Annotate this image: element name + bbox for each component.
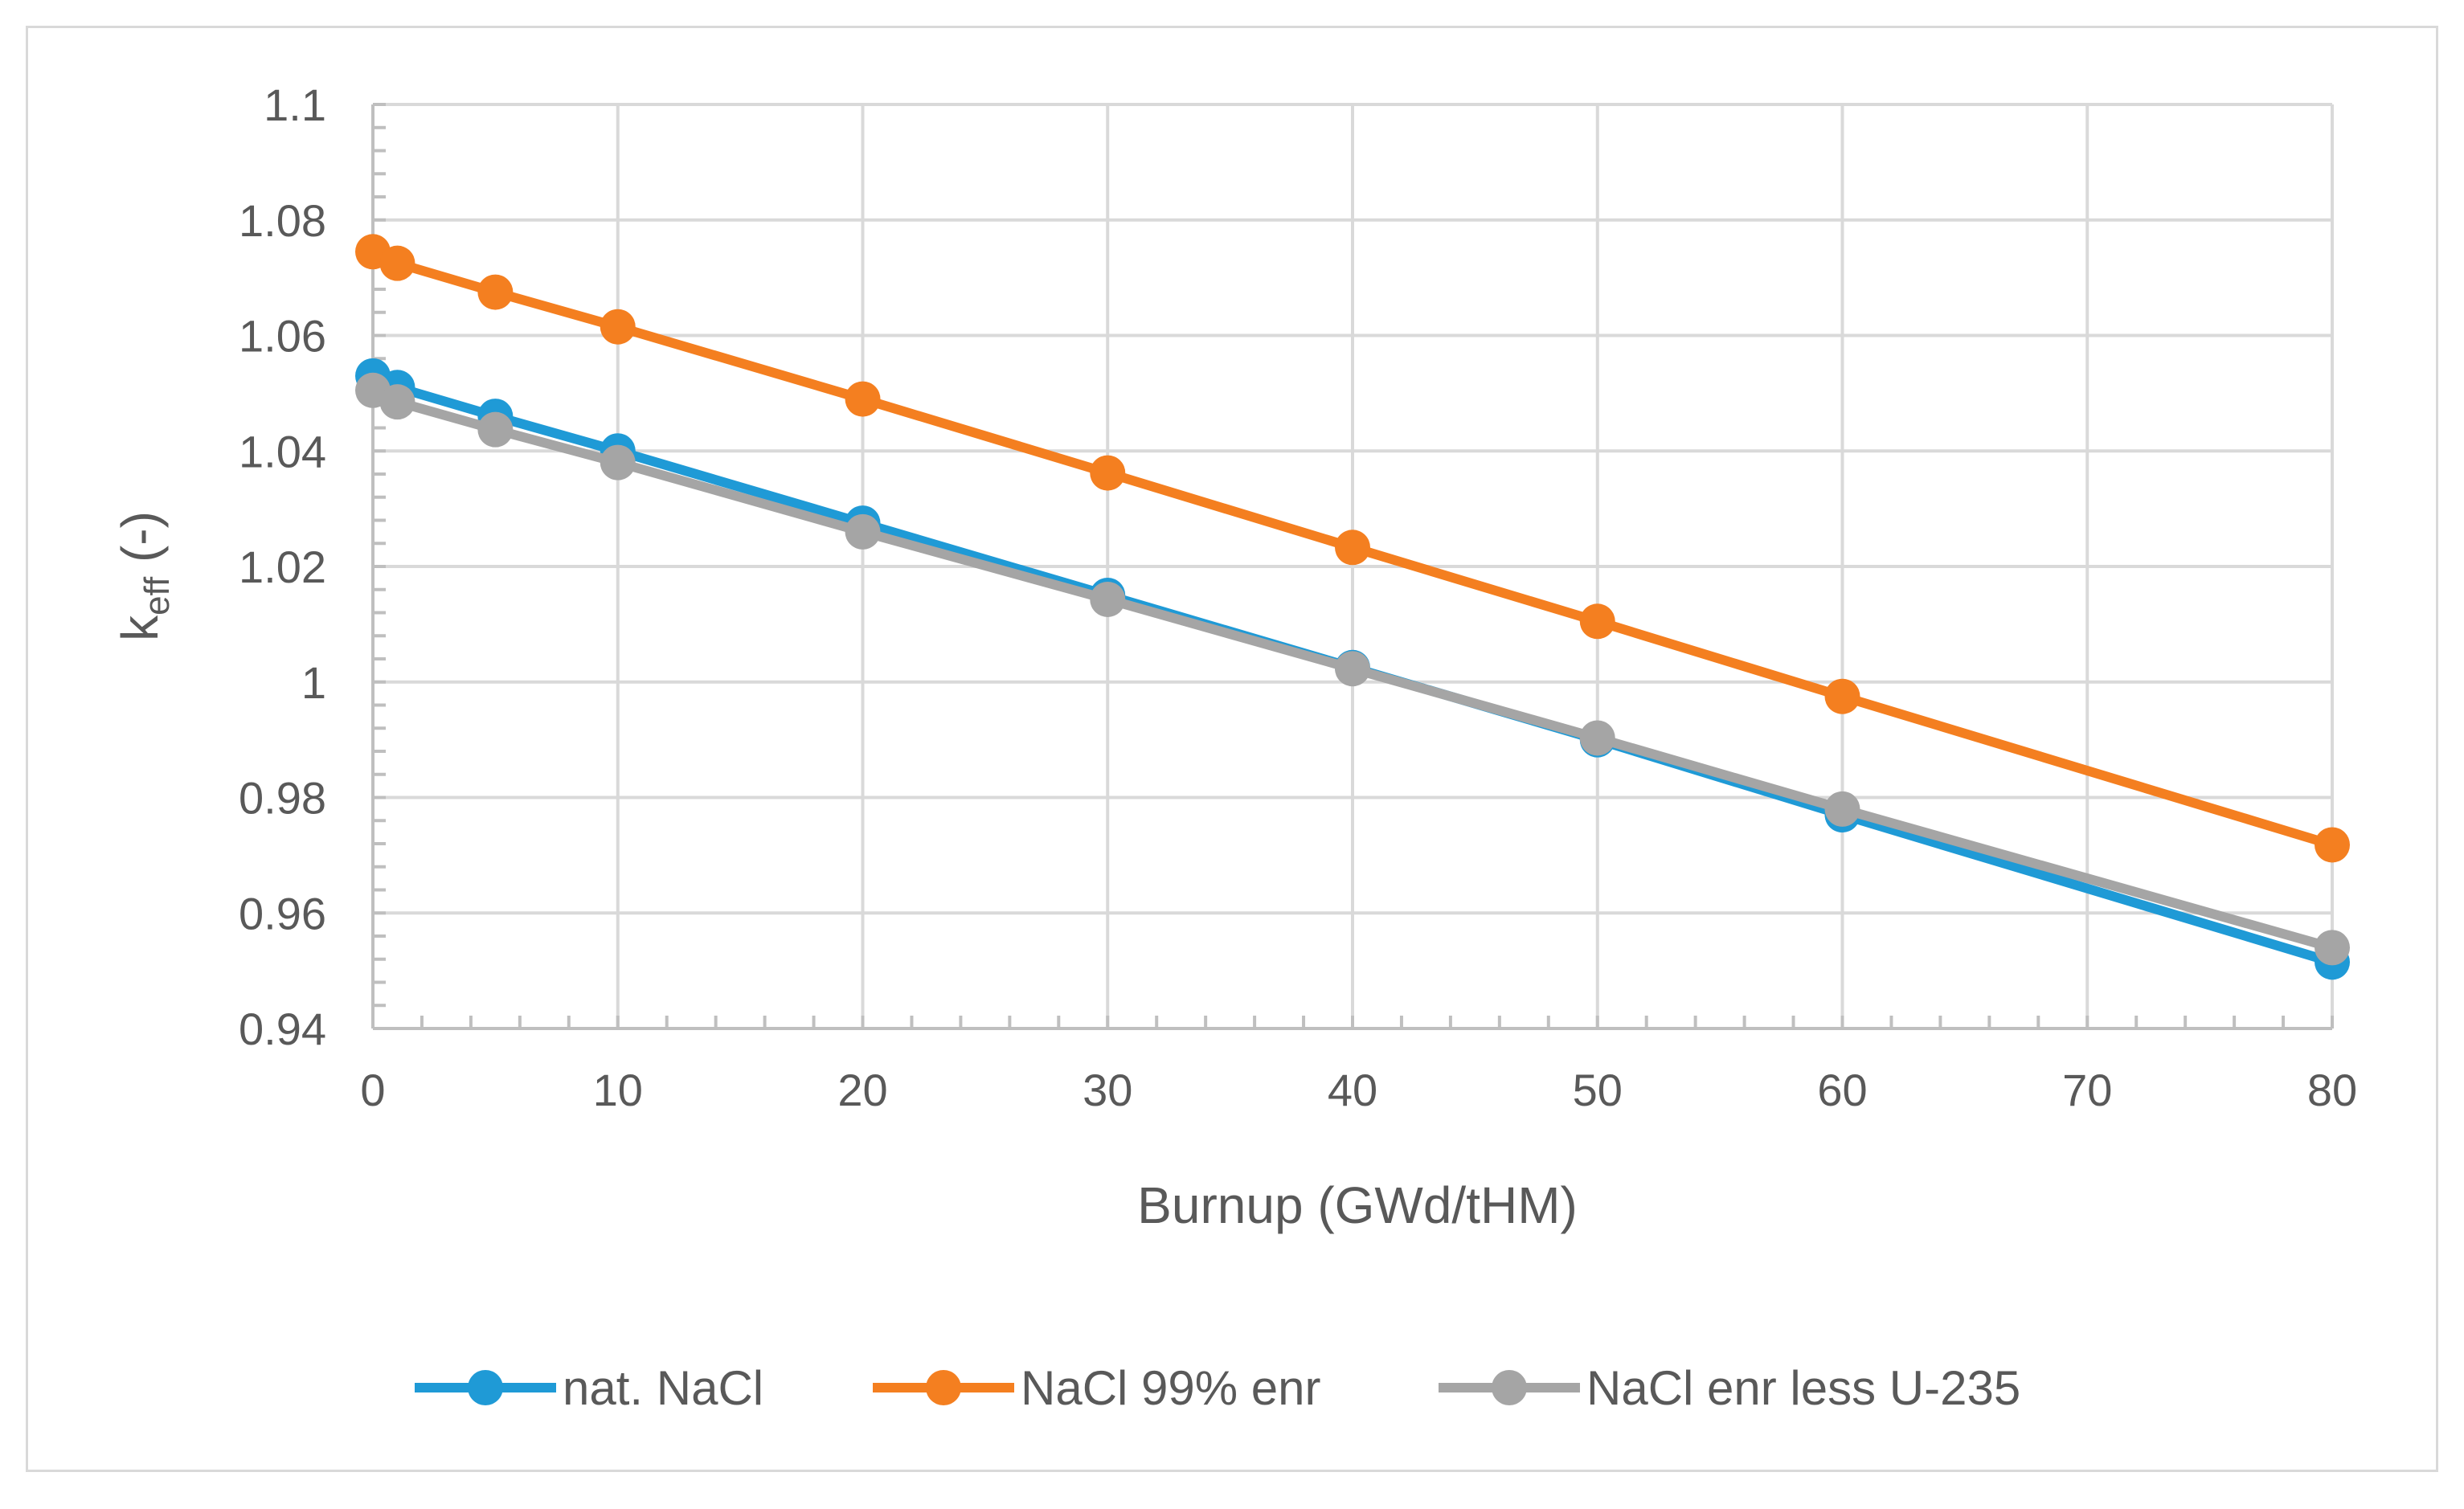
x-tick-label: 40 bbox=[1328, 1065, 1377, 1115]
series-nacl-enr-less-u-235 bbox=[355, 372, 2350, 966]
data-point bbox=[1824, 791, 1860, 827]
legend-item: NaCl enr less U-235 bbox=[1439, 1361, 2020, 1415]
data-point bbox=[1824, 678, 1860, 714]
y-axis-title-subscript: eff bbox=[137, 576, 177, 615]
legend-label: nat. NaCl bbox=[563, 1361, 763, 1415]
data-point bbox=[379, 245, 415, 281]
data-point bbox=[1579, 720, 1615, 756]
x-tick-label: 80 bbox=[2307, 1065, 2357, 1115]
data-point bbox=[845, 381, 881, 417]
y-tick-label: 1.02 bbox=[239, 542, 326, 592]
x-tick-label: 0 bbox=[360, 1065, 385, 1115]
data-point bbox=[600, 444, 636, 481]
data-point bbox=[379, 384, 415, 420]
y-tick-label: 1.06 bbox=[239, 311, 326, 362]
legend: nat. NaCl NaCl 99% enr NaCl enr less U-235 bbox=[415, 1361, 2020, 1415]
series-layer bbox=[355, 234, 2350, 980]
legend-swatch-marker bbox=[1492, 1370, 1527, 1405]
y-tick-label: 1.04 bbox=[239, 426, 326, 476]
y-tick-label: 1.1 bbox=[264, 80, 326, 130]
x-tick-label: 10 bbox=[593, 1065, 643, 1115]
data-point bbox=[600, 309, 636, 345]
legend-swatch-marker bbox=[468, 1370, 503, 1405]
axes bbox=[371, 103, 2334, 1030]
series-line bbox=[370, 247, 2334, 850]
y-axis-title-suffix: (-) bbox=[111, 511, 169, 577]
data-point bbox=[1579, 603, 1615, 640]
legend-item: NaCl 99% enr bbox=[873, 1361, 1321, 1415]
legend-item: nat. NaCl bbox=[415, 1361, 763, 1415]
legend-swatch-marker bbox=[926, 1370, 961, 1405]
data-point bbox=[1335, 530, 1370, 566]
chart-frame bbox=[26, 26, 2438, 1472]
data-point bbox=[1090, 455, 1126, 491]
data-point bbox=[1090, 581, 1126, 617]
legend-label: NaCl enr less U-235 bbox=[1586, 1361, 2020, 1415]
x-tick-label: 60 bbox=[1817, 1065, 1867, 1115]
y-axis-title-main: k bbox=[111, 615, 169, 641]
grid bbox=[371, 103, 2334, 1030]
x-tick-label: 70 bbox=[2062, 1065, 2112, 1115]
y-tick-label: 1.08 bbox=[239, 195, 326, 246]
y-axis-title: keff (-) bbox=[111, 511, 177, 641]
legend-label: NaCl 99% enr bbox=[1021, 1361, 1321, 1415]
data-point bbox=[477, 274, 514, 310]
series-line bbox=[370, 386, 2334, 953]
data-point bbox=[2315, 930, 2350, 966]
data-point bbox=[2315, 827, 2350, 863]
data-point bbox=[477, 411, 514, 448]
x-axis-title: Burnup (GWd/tHM) bbox=[1137, 1176, 1578, 1234]
x-tick-label: 20 bbox=[837, 1065, 887, 1115]
series-nacl-99-enr bbox=[355, 234, 2350, 863]
labels: 0.94 0.96 0.98 1 1.02 1.04 1.06 1.08 1.1 0 10 20 30 4… bbox=[239, 80, 2357, 1115]
y-tick-label: 1 bbox=[301, 657, 326, 708]
data-point bbox=[1335, 651, 1370, 687]
x-tick-label: 50 bbox=[1573, 1065, 1623, 1115]
y-tick-label: 0.94 bbox=[239, 1004, 326, 1054]
data-point bbox=[845, 513, 881, 550]
y-tick-label: 0.96 bbox=[239, 888, 326, 939]
y-tick-label: 0.98 bbox=[239, 773, 326, 824]
x-tick-label: 30 bbox=[1083, 1065, 1132, 1115]
